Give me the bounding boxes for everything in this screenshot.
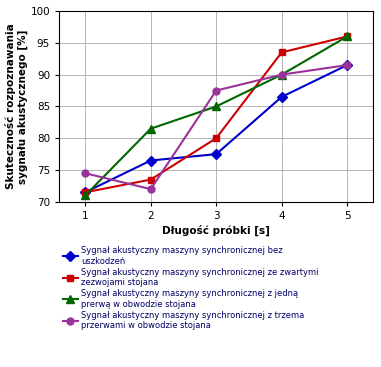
Legend: Sygnał akustyczny maszyny synchronicznej bez
uszkodzeń, Sygnał akustyczny maszyn: Sygnał akustyczny maszyny synchronicznej… xyxy=(59,243,322,333)
Y-axis label: Skuteczność rozpoznawania
sygnału akustycznego [%]: Skuteczność rozpoznawania sygnału akusty… xyxy=(5,23,28,189)
X-axis label: Długość próbki [s]: Długość próbki [s] xyxy=(162,225,270,236)
